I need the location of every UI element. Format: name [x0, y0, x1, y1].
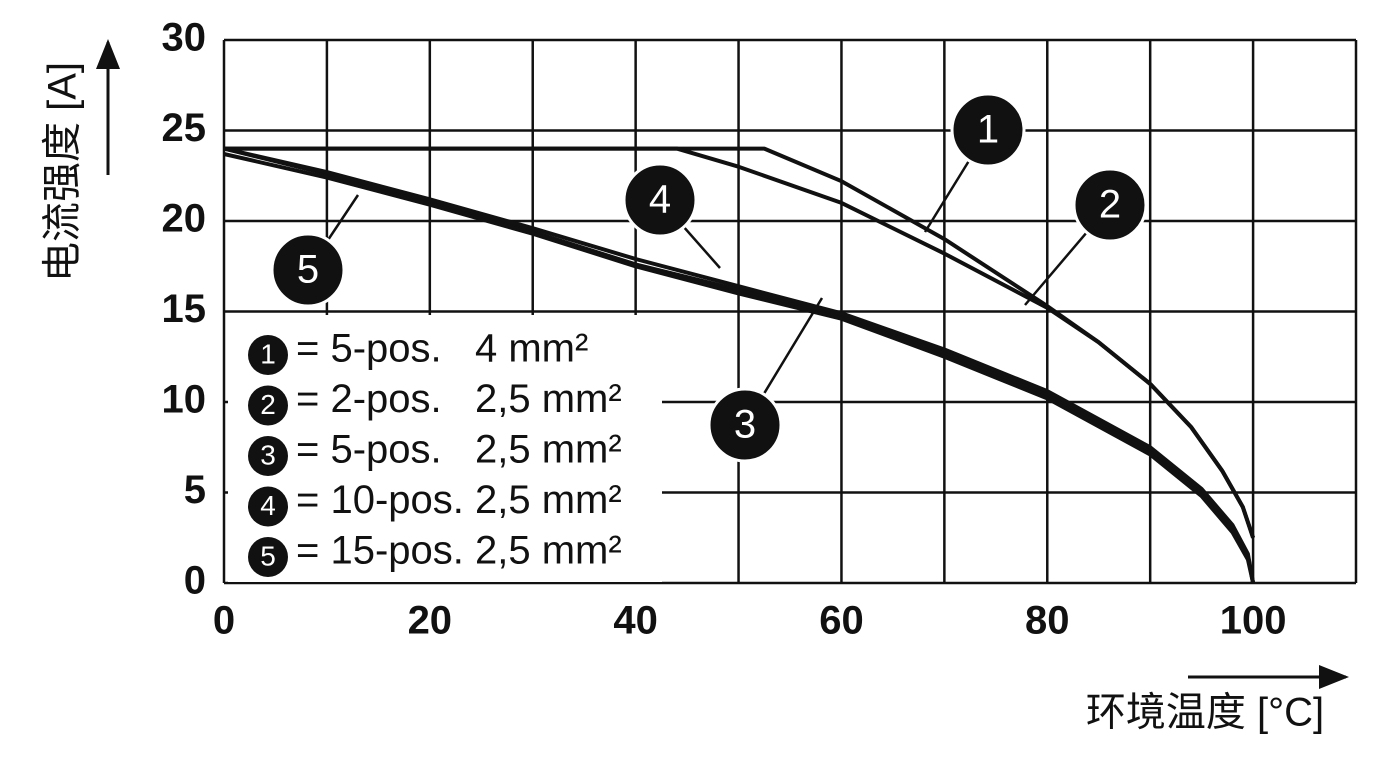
callout-number: 2	[1099, 183, 1121, 227]
legend-label: = 10-pos. 2,5 mm²	[296, 478, 622, 522]
legend-marker	[248, 486, 288, 527]
legend-label: = 15-pos. 2,5 mm²	[296, 529, 622, 573]
callout-circle	[950, 92, 1026, 168]
y-tick-label: 15	[162, 287, 207, 331]
legend-marker-number: 2	[260, 389, 276, 420]
y-tick-label: 5	[184, 468, 206, 512]
legend-label: = 2-pos. 2,5 mm²	[296, 377, 622, 421]
callout-circle	[622, 162, 698, 238]
series-line	[223, 146, 1256, 584]
legend-marker-number: 1	[260, 338, 276, 369]
x-tick-label: 80	[1025, 599, 1070, 643]
callout-circle	[270, 232, 346, 308]
y-tick-label: 20	[162, 197, 207, 241]
callout-circle	[1072, 167, 1148, 243]
callout-number: 5	[297, 248, 319, 292]
callout-number: 3	[734, 403, 756, 447]
series-line	[223, 152, 1256, 584]
legend-box	[228, 315, 662, 582]
callout-number: 1	[977, 108, 999, 152]
legend-marker-number: 4	[260, 490, 276, 521]
x-tick-label: 100	[1220, 599, 1287, 643]
x-tick-label: 60	[819, 599, 864, 643]
y-tick-label: 0	[184, 559, 206, 603]
callout-circle	[707, 387, 783, 463]
x-tick-label: 0	[213, 599, 235, 643]
y-tick-label: 25	[162, 106, 207, 150]
x-tick-label: 40	[613, 599, 658, 643]
legend-label: = 5-pos. 4 mm²	[296, 327, 588, 371]
y-axis-title: 电流强度 [A]	[41, 62, 85, 282]
legend-label: = 5-pos. 2,5 mm²	[296, 428, 622, 472]
x-axis-title: 环境温度 [°C]	[1086, 691, 1324, 735]
legend-marker	[248, 385, 288, 426]
y-tick-label: 30	[162, 16, 207, 60]
callout-number: 4	[649, 178, 671, 222]
series-line	[224, 146, 1255, 539]
legend-marker-number: 5	[260, 540, 276, 571]
x-tick-label: 20	[408, 599, 453, 643]
legend-marker	[248, 335, 288, 375]
legend-marker	[248, 436, 288, 476]
series-line	[223, 146, 1256, 584]
y-tick-label: 10	[162, 378, 207, 422]
legend-marker	[248, 537, 288, 577]
legend-marker-number: 3	[260, 439, 276, 470]
